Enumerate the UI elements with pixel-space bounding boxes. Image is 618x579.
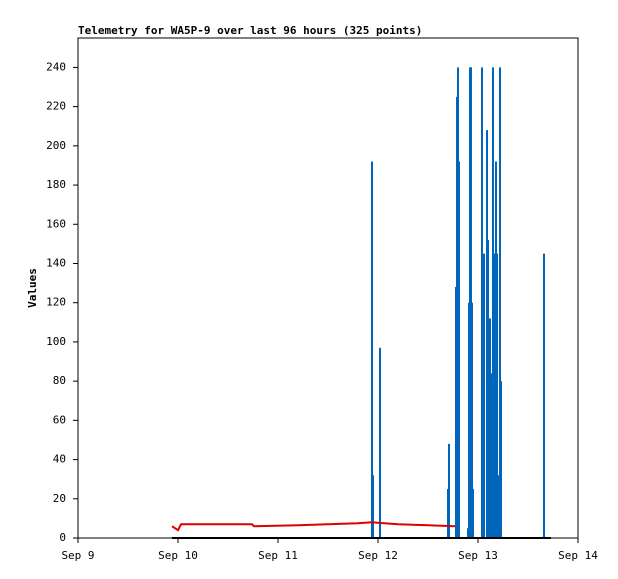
y-tick-label: 20 (53, 492, 66, 505)
x-tick-label: Sep 14 (558, 549, 598, 562)
chart-title: Telemetry for WA5P-9 over last 96 hours … (78, 24, 422, 37)
y-tick-label: 80 (53, 374, 66, 387)
y-tick-label: 200 (46, 139, 66, 152)
y-axis-label: Values (26, 268, 39, 308)
y-tick-label: 120 (46, 296, 66, 309)
y-tick-label: 0 (59, 531, 66, 544)
y-tick-label: 240 (46, 60, 66, 73)
y-tick-label: 60 (53, 413, 66, 426)
y-tick-label: 160 (46, 217, 66, 230)
y-tick-label: 140 (46, 256, 66, 269)
y-tick-label: 40 (53, 453, 66, 466)
x-tick-label: Sep 13 (458, 549, 498, 562)
y-tick-label: 220 (46, 100, 66, 113)
x-tick-label: Sep 11 (258, 549, 298, 562)
x-tick-label: Sep 12 (358, 549, 398, 562)
x-tick-label: Sep 10 (158, 549, 198, 562)
y-tick-label: 180 (46, 178, 66, 191)
series-line (171, 521, 456, 532)
x-tick-label: Sep 9 (61, 549, 94, 562)
y-tick-label: 100 (46, 335, 66, 348)
